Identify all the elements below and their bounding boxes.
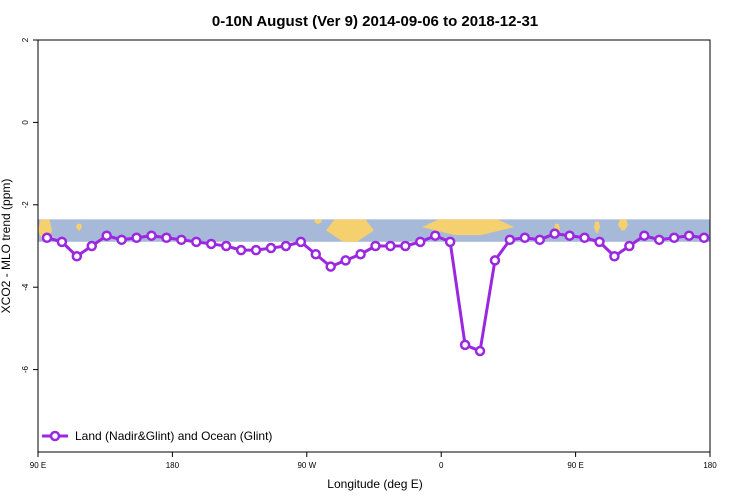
data-point bbox=[474, 345, 486, 357]
data-point bbox=[161, 232, 172, 244]
data-point bbox=[624, 240, 635, 252]
data-point bbox=[220, 240, 232, 252]
data-point bbox=[400, 240, 411, 252]
data-point bbox=[683, 230, 695, 241]
data-point bbox=[355, 248, 366, 260]
data-point bbox=[639, 230, 650, 241]
plot-area bbox=[37, 39, 711, 453]
y-tick-label: -6 bbox=[21, 365, 30, 373]
land-mass bbox=[314, 219, 322, 224]
land-mass bbox=[326, 219, 374, 242]
data-point bbox=[41, 232, 53, 244]
land-mass bbox=[422, 219, 514, 236]
data-point bbox=[415, 236, 426, 248]
data-point bbox=[444, 236, 456, 248]
y-tick-label: 2 bbox=[21, 37, 30, 42]
data-point bbox=[653, 234, 665, 246]
legend: Land (Nadir&Glint) and Ocean (Glint) bbox=[42, 429, 272, 443]
data-point bbox=[325, 261, 336, 272]
data-point bbox=[131, 232, 142, 244]
data-point bbox=[370, 240, 381, 252]
y-tick-label: -2 bbox=[21, 201, 30, 209]
x-tick-label: 0 bbox=[439, 461, 444, 470]
series-line bbox=[46, 232, 705, 353]
x-tick-label: 90 E bbox=[30, 461, 46, 470]
data-point bbox=[504, 234, 516, 246]
data-point bbox=[385, 240, 396, 252]
series-layer bbox=[41, 228, 710, 357]
data-point bbox=[609, 251, 620, 262]
data-point bbox=[534, 234, 546, 246]
x-tick-label: 180 bbox=[166, 461, 180, 470]
data-point bbox=[310, 248, 322, 260]
y-tick-label: -4 bbox=[21, 283, 30, 291]
data-point bbox=[71, 251, 83, 262]
legend-marker bbox=[49, 430, 61, 442]
data-point bbox=[176, 234, 187, 246]
data-point bbox=[459, 339, 471, 351]
data-point bbox=[594, 236, 605, 248]
data-point bbox=[549, 228, 560, 239]
data-point bbox=[235, 244, 247, 256]
data-point bbox=[698, 232, 710, 244]
data-point bbox=[205, 238, 217, 250]
x-axis-label: Longitude (deg E) bbox=[327, 477, 422, 491]
x-tick-label: 90 W bbox=[297, 461, 316, 470]
data-point bbox=[564, 230, 575, 241]
data-point bbox=[101, 230, 112, 241]
land-mass bbox=[594, 221, 600, 233]
data-point bbox=[519, 232, 531, 244]
land-mass bbox=[618, 219, 628, 231]
data-point bbox=[86, 240, 98, 252]
data-point bbox=[56, 236, 68, 248]
data-point bbox=[250, 244, 262, 256]
land-mass bbox=[76, 223, 82, 231]
y-axis-label: XCO2 - MLO trend (ppm) bbox=[0, 179, 13, 314]
data-point bbox=[579, 232, 590, 244]
data-point bbox=[146, 230, 157, 241]
x-axis: 90 E 180 90 W 0 90 E 180 bbox=[30, 452, 717, 470]
data-point bbox=[191, 236, 202, 248]
data-point bbox=[340, 255, 351, 266]
data-point bbox=[116, 234, 127, 246]
data-point bbox=[280, 240, 292, 252]
legend-label: Land (Nadir&Glint) and Ocean (Glint) bbox=[75, 429, 272, 443]
data-point bbox=[429, 230, 441, 241]
data-point bbox=[295, 236, 307, 248]
y-tick-label: 0 bbox=[21, 120, 30, 125]
data-point bbox=[489, 255, 501, 266]
data-point bbox=[265, 242, 277, 254]
x-tick-label: 90 E bbox=[567, 461, 583, 470]
x-tick-label: 180 bbox=[703, 461, 717, 470]
data-point bbox=[668, 232, 680, 244]
chart-title: 0-10N August (Ver 9) 2014-09-06 to 2018-… bbox=[212, 13, 538, 30]
y-axis: -6 -4 -2 0 2 bbox=[21, 37, 38, 373]
